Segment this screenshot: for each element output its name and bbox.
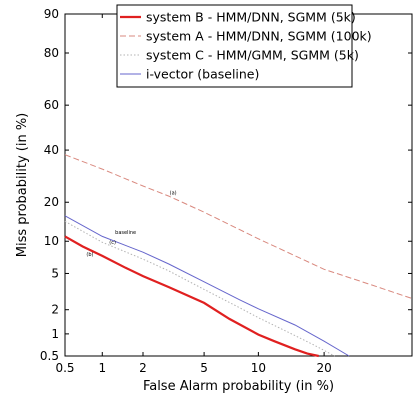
curve-annotation: (a) bbox=[170, 191, 177, 197]
x-axis-label: False Alarm probability (in %) bbox=[143, 379, 334, 394]
curve-annotation: (c) bbox=[109, 240, 116, 246]
x-tick-label: 5 bbox=[200, 361, 208, 375]
y-tick-label: 1 bbox=[51, 327, 59, 341]
series-line-2 bbox=[64, 154, 413, 299]
series-line-1 bbox=[64, 235, 319, 358]
annotations: (a) baseline (c) (b) bbox=[86, 191, 176, 258]
y-tick-label: 80 bbox=[44, 46, 59, 60]
legend-label-1: system B - HMM/DNN, SGMM (5k) bbox=[146, 10, 356, 25]
y-axis-label: Miss probability (in %) bbox=[15, 113, 30, 257]
series-line-4 bbox=[64, 215, 350, 357]
x-tick-label: 1 bbox=[98, 361, 106, 375]
y-tick-label: 20 bbox=[44, 195, 59, 209]
y-tick-label: 90 bbox=[44, 7, 59, 21]
y-tick-label: 10 bbox=[44, 234, 59, 248]
y-tick-label: 5 bbox=[51, 266, 59, 280]
legend-label-4: i-vector (baseline) bbox=[146, 67, 259, 82]
x-tick-label: 20 bbox=[316, 361, 331, 375]
x-tick-label: 0.5 bbox=[55, 361, 74, 375]
curve-annotation: baseline bbox=[115, 230, 136, 236]
y-tick-label: 2 bbox=[51, 303, 59, 317]
legend-label-3: system C - HMM/GMM, SGMM (5k) bbox=[146, 48, 359, 63]
legend-box bbox=[116, 4, 353, 88]
axis-ticks: 0.5 1 2 5 10 20 0.5 1 2 5 10 20 40 60 80 90 bbox=[40, 7, 412, 375]
y-tick-label: 40 bbox=[44, 143, 59, 157]
x-tick-label: 2 bbox=[139, 361, 147, 375]
curve-annotation: (b) bbox=[86, 252, 93, 258]
series-lines bbox=[64, 154, 413, 358]
y-tick-label: 0.5 bbox=[40, 349, 59, 363]
y-tick-label: 60 bbox=[44, 98, 59, 112]
x-tick-label: 10 bbox=[251, 361, 266, 375]
legend: system B - HMM/DNN, SGMM (5k) system A - … bbox=[116, 4, 372, 88]
legend-label-2: system A - HMM/DNN, SGMM (100k) bbox=[146, 29, 372, 44]
series-line-3 bbox=[64, 220, 335, 357]
